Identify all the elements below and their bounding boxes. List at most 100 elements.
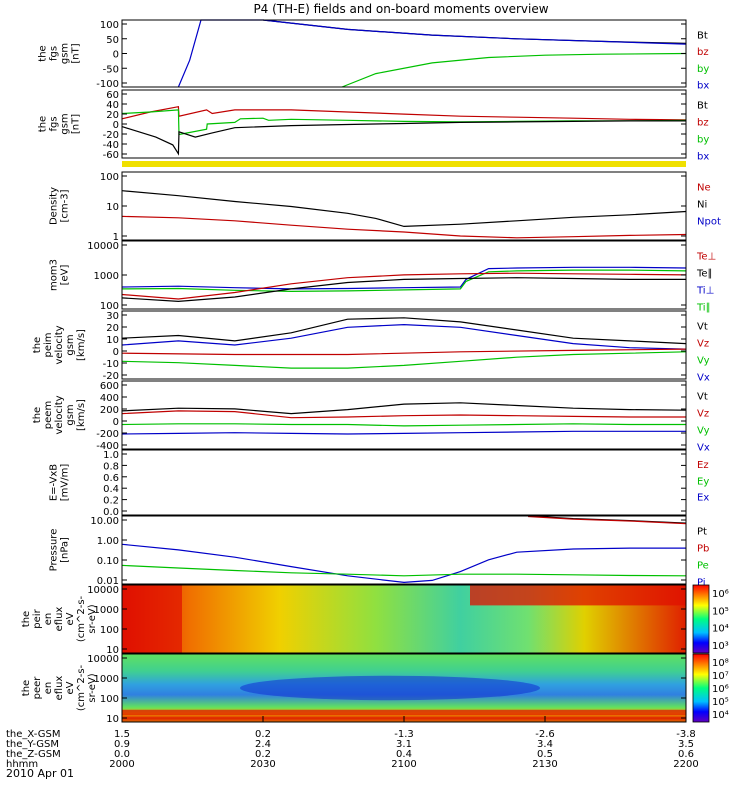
y-label-line: eV: [65, 681, 76, 694]
legend-label: bx: [697, 81, 709, 92]
y-tick-label: -100: [96, 79, 119, 90]
legend-label: Ne: [697, 183, 711, 194]
legend-label: Vt: [697, 322, 708, 333]
status-bar: [122, 161, 686, 167]
y-tick-label: 0: [113, 120, 119, 131]
y-label-line: the: [21, 611, 32, 627]
y-tick-label: 1000: [94, 605, 119, 616]
y-tick-label: 100: [100, 172, 119, 183]
y-label-line: gsm: [60, 113, 71, 134]
y-label-line: peer: [32, 676, 43, 700]
x-tick-value: -2.6: [535, 729, 555, 740]
series-line-red: [121, 348, 687, 356]
x-tick-value: 2200: [673, 759, 698, 770]
y-tick-label: 0.0: [103, 507, 119, 518]
series-line-black: [262, 19, 687, 44]
legend-label: Ey: [697, 476, 709, 487]
y-tick-label: -40: [103, 140, 119, 151]
x-tick-value: 3.4: [537, 739, 553, 750]
colorbar-tick-label: 10⁴: [712, 624, 729, 635]
y-label-line: Density: [49, 187, 60, 225]
legend-label: Bt: [697, 30, 708, 41]
y-tick-label: -20: [103, 371, 119, 382]
y-tick-label: 600: [100, 381, 119, 392]
y-tick-label: 1000: [94, 674, 119, 685]
y-axis-label: mom3 [eV]: [49, 259, 71, 291]
panel-frame: [121, 171, 687, 241]
x-tick-value: 0.9: [114, 739, 130, 750]
y-tick-label: 1.00: [97, 536, 119, 547]
colorbar-tick-label: 10⁶: [712, 684, 729, 695]
y-label-line: [km/s]: [76, 329, 87, 361]
series-line-green: [121, 564, 687, 577]
y-tick-label: 10: [106, 202, 119, 213]
legend-label: Pt: [697, 527, 707, 538]
plot-title: P4 (TH-E) fields and on-board moments ov…: [253, 2, 548, 16]
y-tick-label: 0: [113, 50, 119, 61]
legend-label: Pb: [697, 544, 709, 555]
series-line-black: [121, 402, 687, 415]
series-line-red: [121, 105, 687, 121]
spectrogram-band: [470, 585, 686, 606]
y-tick-label: 10: [106, 335, 119, 346]
y-tick-label: 100: [100, 301, 119, 312]
y-axis-label: the fgs gsm [nT]: [38, 43, 82, 64]
panel-9: 10⁶ 10⁵ 10⁴ 10³ 10000 1000 100 10 the peir en eflux…: [21, 584, 729, 656]
y-tick-label: 100: [100, 20, 119, 31]
panel-frame: [121, 584, 687, 654]
series-line-blue: [121, 266, 687, 290]
y-label-line: eflux: [54, 676, 65, 701]
y-label-line: peim: [43, 332, 54, 357]
y-tick-label: 200: [100, 405, 119, 416]
panel-frame: [121, 515, 687, 585]
colorbar-tick-label: 10⁸: [712, 658, 729, 669]
y-axis-label: the fgs gsm [nT]: [38, 113, 82, 134]
legend-label: Pe: [697, 561, 709, 572]
x-row-label: the_Z-GSM: [6, 749, 61, 760]
y-tick-label: 10000: [87, 654, 119, 665]
y-tick-label: 10.00: [90, 516, 119, 527]
legend-label: Te∥: [696, 269, 713, 280]
legend-label: Vy: [697, 356, 710, 367]
y-label-line: [km/s]: [76, 399, 87, 431]
legend-label: Ez: [697, 460, 709, 471]
series-line-black: [121, 277, 686, 303]
x-tick-value: 3.1: [396, 739, 412, 750]
y-tick-label: 0.01: [97, 576, 119, 587]
y-label-line: en: [43, 613, 54, 626]
y-axis-label: the peer en eflux eV (cm^2-s-sr-eV): [21, 664, 98, 711]
y-tick-label: 100: [100, 694, 119, 705]
series-line-red: [121, 272, 687, 300]
legend-label: bx: [697, 152, 709, 163]
y-label-line: E=-VxB: [49, 464, 60, 501]
y-label-line: mom3: [49, 259, 60, 291]
y-tick-label: 60: [106, 90, 119, 101]
series-line-green: [121, 351, 687, 369]
colorbar: [692, 653, 710, 723]
legend-label: Te⊥: [696, 252, 716, 263]
x-row-label: the_Y-GSM: [6, 739, 59, 750]
y-tick-label: 0.6: [103, 473, 119, 484]
colorbar-tick-label: 10⁷: [712, 671, 729, 682]
y-tick-label: 1000: [94, 271, 119, 282]
y-tick-label: -200: [96, 429, 119, 440]
colorbar: [692, 584, 710, 654]
series-line-green: [121, 423, 686, 427]
y-label-line: the: [32, 337, 43, 353]
date-label: 2010 Apr 01: [6, 767, 74, 780]
panel-4: 10000 1000 100 mom3 [eV] Te⊥ Te∥ Ti⊥ Ti∥: [49, 240, 716, 314]
x-tick-value: 1.5: [114, 729, 130, 740]
colorbar-tick-label: 10⁵: [712, 697, 729, 708]
y-axis-label: the peim velocity gsm [km/s]: [32, 325, 87, 364]
y-label-line: fgs: [49, 116, 60, 131]
legend-label: by: [697, 135, 709, 146]
series-line-blue: [121, 430, 686, 435]
y-label-line: peem: [43, 401, 54, 429]
y-label-line: [cm-3]: [60, 189, 71, 222]
x-tick-value: 2.4: [255, 739, 271, 750]
y-label-line: gsm: [60, 43, 71, 64]
series-line-blue: [121, 323, 687, 350]
y-tick-label: 0: [113, 417, 119, 428]
legend-label: Vy: [697, 426, 710, 437]
